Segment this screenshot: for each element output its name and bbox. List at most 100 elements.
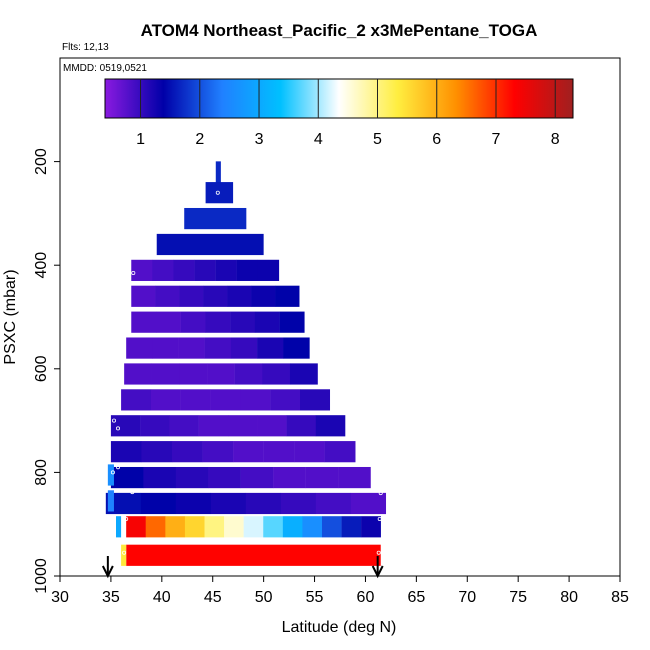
heatmap-cell <box>110 415 141 437</box>
heatmap-cell <box>126 337 153 359</box>
heatmap-cell <box>263 516 284 538</box>
heatmap-cell <box>315 415 346 437</box>
sample-point <box>131 270 136 275</box>
x-tick-label: 45 <box>204 589 222 606</box>
x-tick-label: 30 <box>51 589 69 606</box>
heatmap-cell <box>350 492 387 515</box>
heatmap-cell <box>243 516 264 538</box>
heatmap-cell <box>126 544 381 566</box>
heatmap-cell <box>283 337 310 359</box>
heatmap-cells <box>105 161 387 566</box>
heatmap-cell <box>300 389 331 411</box>
x-tick-label: 50 <box>255 589 273 606</box>
y-axis-label: PSXC (mbar) <box>2 269 19 364</box>
heatmap-cell <box>131 311 157 333</box>
heatmap-cell <box>145 516 166 538</box>
heatmap-cell <box>126 516 146 538</box>
y-axis: 200 400 600 800 1000 <box>33 58 61 594</box>
heatmap-cell <box>257 415 287 437</box>
heatmap-cell <box>180 311 206 333</box>
heatmap-cell <box>124 363 152 385</box>
sample-point <box>122 550 127 555</box>
heatmap-cell <box>179 363 208 385</box>
sample-point <box>112 418 117 423</box>
flight-range-arrows <box>101 556 384 579</box>
sample-point <box>116 426 121 431</box>
heatmap-cell <box>263 441 295 463</box>
colorbar-tick-label: 6 <box>432 131 441 148</box>
heatmap-cell <box>279 311 305 333</box>
heatmap-cell <box>131 259 153 281</box>
heatmap-cell <box>230 311 256 333</box>
heatmap-cell <box>165 516 186 538</box>
heatmap-cell <box>116 516 122 538</box>
heatmap-cell <box>240 466 274 489</box>
heatmap-cell <box>275 285 300 307</box>
colorbar: 1 2 3 4 5 6 7 8 <box>104 78 574 148</box>
flights-info: Flts: 12,13 <box>62 42 109 53</box>
heatmap-cell <box>204 516 225 538</box>
heatmap-cell <box>194 259 216 281</box>
x-tick-label: 60 <box>357 589 375 606</box>
heatmap-cell <box>338 466 371 489</box>
heatmap-cell <box>224 516 244 538</box>
heatmap-cell <box>215 259 237 281</box>
heatmap-cell <box>155 285 180 307</box>
heatmap-cell <box>178 337 205 359</box>
heatmap-cell <box>234 363 263 385</box>
sample-point <box>377 517 382 522</box>
heatmap-cell <box>207 363 235 385</box>
colorbar-tick-label: 8 <box>551 131 560 148</box>
heatmap-cell <box>233 441 264 463</box>
colorbar-tick-label: 2 <box>195 131 204 148</box>
heatmap-cell <box>273 466 306 489</box>
x-tick-label: 40 <box>153 589 171 606</box>
heatmap-cell <box>140 492 177 515</box>
heatmap-cell <box>184 516 205 538</box>
heatmap-cell <box>294 441 325 463</box>
heatmap-cell <box>257 337 284 359</box>
colorbar-tick-label: 1 <box>136 131 145 148</box>
heatmap-cell <box>107 490 114 512</box>
colorbar-tick-label: 7 <box>492 131 501 148</box>
heatmap-cell <box>141 441 173 463</box>
heatmap-cell <box>110 441 142 463</box>
heatmap-cell <box>143 466 177 489</box>
heatmap-cell <box>254 311 280 333</box>
chart-title: ATOM4 Northeast_Pacific_2 x3MePentane_TO… <box>141 21 538 40</box>
heatmap-cell <box>289 363 318 385</box>
heatmap-cell <box>110 466 144 489</box>
heatmap-cell <box>210 492 247 515</box>
x-tick-label: 85 <box>611 589 629 606</box>
y-tick-label: 200 <box>33 148 50 175</box>
heatmap-cell <box>315 492 352 515</box>
colorbar-gradient <box>104 78 574 119</box>
heatmap-cell <box>175 466 209 489</box>
heatmap-cell <box>361 516 381 538</box>
heatmap-cell <box>305 466 339 489</box>
x-tick-label: 35 <box>102 589 120 606</box>
dates-info: MMDD: 0519,0521 <box>63 63 147 74</box>
heatmap-cell <box>262 363 291 385</box>
heatmap-cell <box>280 492 317 515</box>
heatmap-cell <box>270 389 301 411</box>
heatmap-cell <box>140 415 170 437</box>
heatmap-cell <box>257 259 280 281</box>
heatmap-cell <box>203 285 228 307</box>
sample-points <box>110 190 383 555</box>
heatmap-cell <box>107 464 114 486</box>
y-tick-label: 800 <box>33 459 50 486</box>
sample-point <box>376 550 381 555</box>
heatmap-cell <box>236 259 259 281</box>
y-tick-label: 600 <box>33 355 50 382</box>
heatmap-cell <box>156 311 181 333</box>
heatmap-cell <box>202 441 234 463</box>
heatmap-cell <box>152 259 174 281</box>
heatmap-cell <box>105 492 142 515</box>
heatmap-cell <box>215 161 221 183</box>
heatmap-cell <box>179 285 204 307</box>
heatmap-cell <box>152 337 179 359</box>
heatmap-cell <box>131 285 156 307</box>
heatmap-cell <box>150 389 181 411</box>
